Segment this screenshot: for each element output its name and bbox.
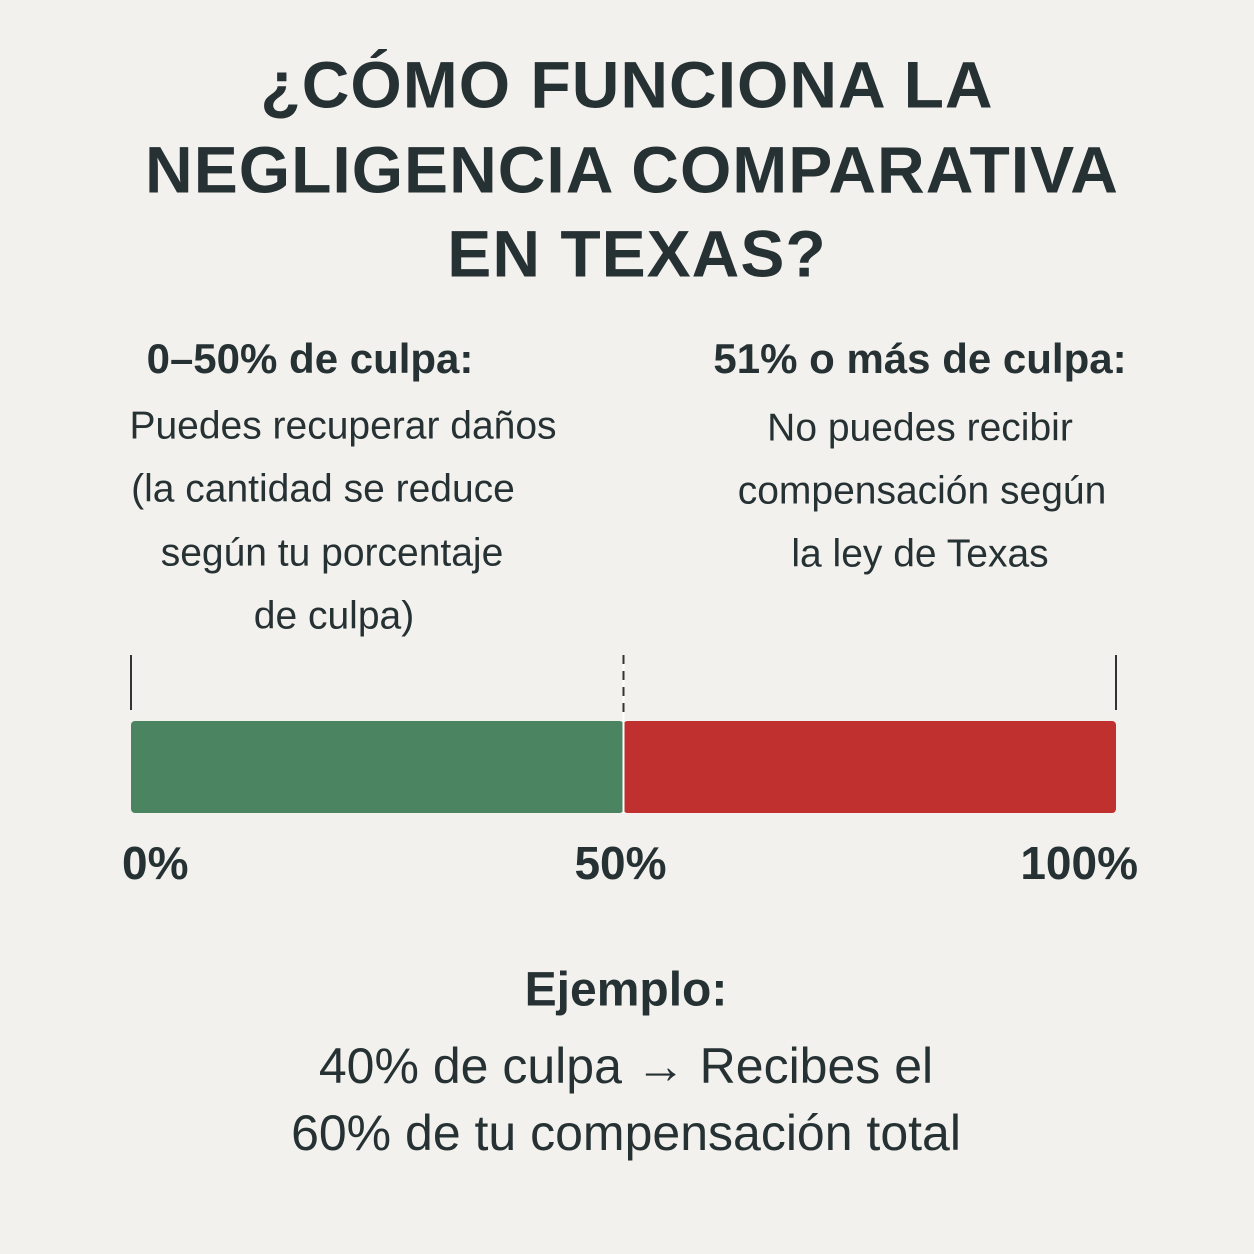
bar-segment [623, 721, 1116, 813]
left-line: según tu porcentaje [161, 531, 504, 574]
left-line: Puedes recuperar daños [129, 404, 556, 447]
tick-label: 50% [574, 837, 666, 889]
right-heading: 51% o más de culpa: [713, 335, 1126, 382]
tick-label: 100% [1020, 837, 1138, 889]
left-line: (la cantidad se reduce [131, 467, 515, 510]
bar-segment [131, 721, 624, 813]
example-line: 40% de culpa → Recibes el [319, 1038, 933, 1094]
tick-label: 0% [122, 837, 188, 889]
right-line: compensación según [738, 469, 1107, 512]
right-line: No puedes recibir [767, 406, 1073, 449]
left-line: de culpa) [254, 594, 414, 637]
right-line: la ley de Texas [791, 532, 1048, 575]
scale: 0% 50% 100% [122, 655, 1138, 889]
title-line: ¿CÓMO FUNCIONA LA [260, 47, 993, 121]
example-heading: Ejemplo: [525, 964, 728, 1017]
example-line: 60% de tu compensación total [291, 1105, 961, 1161]
title-line: NEGLIGENCIA COMPARATIVA [145, 132, 1119, 206]
title-line: EN TEXAS? [447, 216, 826, 290]
left-heading: 0–50% de culpa: [147, 335, 474, 382]
